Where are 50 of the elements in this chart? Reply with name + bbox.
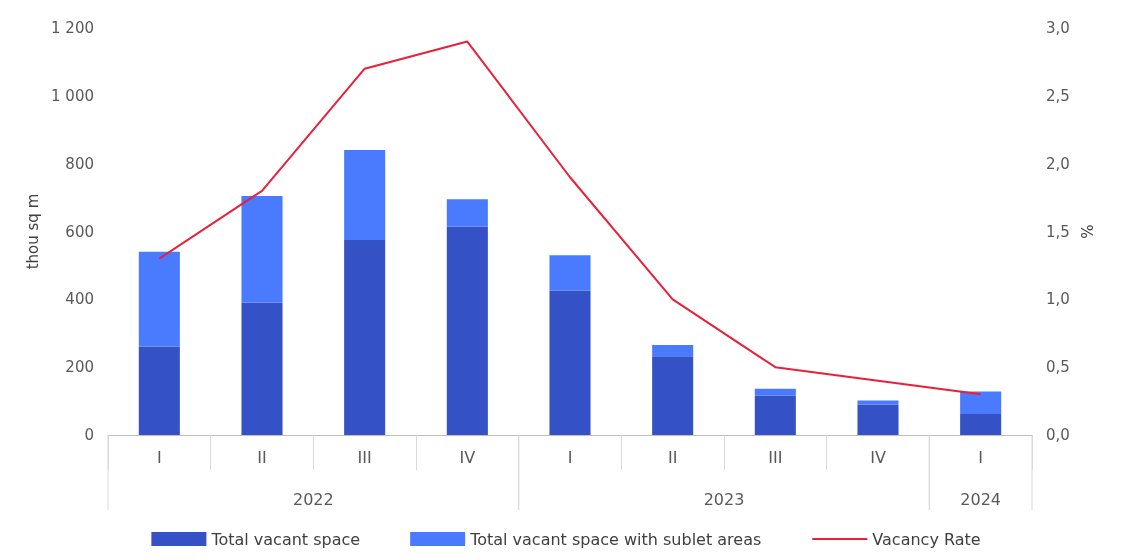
bar: [652, 345, 694, 357]
line-series: [158, 40, 982, 396]
y-tick-label: 0: [84, 426, 94, 444]
y-tick-label: 1 200: [51, 19, 94, 37]
y2-tick-label: 1,5: [1046, 222, 1070, 241]
bar: [754, 388, 796, 396]
text: 2024: [960, 489, 1002, 509]
bar: [549, 255, 591, 291]
bar: [138, 251, 180, 347]
x-tick-label: II: [667, 447, 678, 467]
y2-axis-title: %: [1079, 224, 1098, 239]
bar: [549, 290, 591, 435]
x-tick-label: III: [357, 447, 372, 467]
text: 2023: [703, 489, 745, 509]
x-tick-label: I: [156, 447, 162, 467]
bar: [344, 239, 386, 435]
bar: [241, 302, 283, 435]
y2-tick-label: 2,5: [1046, 86, 1070, 105]
y2-tick-label: 3,0: [1046, 19, 1070, 37]
bar: [960, 391, 1002, 414]
legend-label: Vacancy Rate: [872, 529, 981, 549]
legend-label: Total vacant space with sublet areas: [469, 529, 762, 549]
bar: [652, 356, 694, 435]
bar: [857, 400, 899, 405]
bar: [446, 199, 488, 227]
y2-tick-label: 2,0: [1046, 154, 1070, 173]
y-tick-label: 800: [65, 154, 94, 173]
y-tick-label: 200: [65, 358, 94, 377]
x-tick-label: I: [567, 447, 573, 467]
y2-tick-label: 0,0: [1046, 426, 1070, 444]
x-tick-label: IV: [870, 447, 886, 467]
y-tick-label: 1 000: [51, 86, 94, 105]
y-axis-title: thou sq m: [23, 193, 42, 270]
x-tick-label: II: [257, 447, 267, 467]
y2-tick-label: 1,0: [1046, 290, 1070, 309]
bar: [138, 346, 180, 435]
y2-tick-label: 0,5: [1046, 358, 1070, 377]
bar: [344, 150, 386, 240]
bar: [960, 413, 1002, 435]
bar: [446, 226, 488, 435]
y-tick-label: 600: [65, 222, 94, 241]
text: 2022: [292, 489, 334, 509]
bar: [754, 395, 796, 435]
x-tick-label: IV: [459, 447, 476, 467]
x-tick-label: I: [978, 447, 984, 467]
legend-label: Total vacant space: [210, 529, 361, 549]
x-tick-label: III: [768, 447, 783, 467]
y-tick-label: 400: [65, 290, 94, 309]
bar: [857, 404, 899, 435]
bar: [241, 195, 283, 303]
